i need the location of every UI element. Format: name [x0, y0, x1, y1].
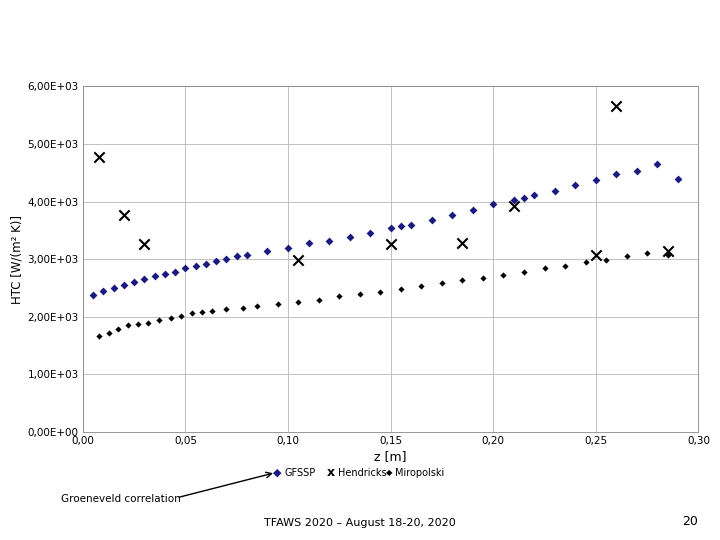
- GFSSP: [426, 215, 438, 224]
- Text: Miropolski: Miropolski: [395, 468, 444, 477]
- Text: Groeneveld correlation: Groeneveld correlation: [61, 495, 181, 504]
- GFSSP: [323, 237, 335, 245]
- GFSSP: [487, 200, 499, 209]
- Miropolski: [166, 314, 177, 322]
- GFSSP: [611, 170, 622, 178]
- GFSSP: [508, 196, 519, 205]
- GFSSP: [118, 281, 130, 289]
- Miropolski: [196, 307, 207, 316]
- Hendricks: [385, 240, 397, 248]
- Miropolski: [143, 318, 154, 327]
- Hendricks: [662, 247, 673, 255]
- Miropolski: [642, 248, 653, 257]
- Miropolski: [333, 292, 345, 300]
- GFSSP: [138, 275, 150, 284]
- Hendricks: [611, 102, 622, 110]
- GFSSP: [528, 191, 540, 200]
- Text: TFAWS 2020 – August 18-20, 2020: TFAWS 2020 – August 18-20, 2020: [264, 518, 456, 528]
- GFSSP: [190, 262, 202, 271]
- Hendricks: [456, 239, 468, 247]
- GFSSP: [231, 252, 243, 261]
- Miropolski: [498, 271, 509, 279]
- Text: 20: 20: [683, 515, 698, 528]
- GFSSP: [549, 186, 560, 195]
- GFSSP: [128, 278, 140, 287]
- Miropolski: [292, 298, 304, 306]
- Miropolski: [186, 309, 197, 318]
- Text: ◆: ◆: [273, 468, 282, 477]
- Y-axis label: HTC [W/(m² K)]: HTC [W/(m² K)]: [10, 215, 23, 303]
- GFSSP: [149, 272, 161, 281]
- GFSSP: [210, 256, 222, 265]
- Text: ◆: ◆: [385, 468, 392, 477]
- Miropolski: [104, 329, 115, 338]
- Miropolski: [237, 303, 248, 312]
- Miropolski: [112, 325, 123, 334]
- GFSSP: [97, 287, 109, 296]
- Miropolski: [477, 273, 489, 282]
- GFSSP: [405, 220, 417, 229]
- Miropolski: [415, 281, 427, 290]
- Miropolski: [436, 279, 448, 288]
- GFSSP: [631, 167, 643, 176]
- Hendricks: [118, 211, 130, 220]
- GFSSP: [220, 255, 232, 264]
- GFSSP: [169, 267, 181, 276]
- Miropolski: [132, 320, 144, 329]
- GFSSP: [385, 224, 397, 232]
- Hendricks: [292, 256, 304, 265]
- GFSSP: [467, 205, 479, 214]
- GFSSP: [180, 264, 192, 273]
- Miropolski: [176, 312, 187, 320]
- GFSSP: [241, 250, 253, 259]
- Miropolski: [621, 252, 632, 260]
- Miropolski: [600, 256, 612, 265]
- Hendricks: [508, 202, 519, 211]
- GFSSP: [344, 233, 356, 241]
- GFSSP: [282, 244, 294, 252]
- Miropolski: [580, 258, 591, 266]
- Miropolski: [374, 288, 386, 296]
- Miropolski: [272, 300, 284, 308]
- Miropolski: [207, 307, 218, 315]
- GFSSP: [87, 291, 99, 299]
- Miropolski: [662, 250, 673, 259]
- GFSSP: [672, 175, 683, 184]
- Hendricks: [138, 240, 150, 248]
- Text: GFSSP: GFSSP: [284, 468, 315, 477]
- Miropolski: [539, 264, 550, 273]
- GFSSP: [262, 246, 274, 255]
- Miropolski: [94, 332, 105, 341]
- GFSSP: [652, 160, 663, 168]
- Miropolski: [354, 290, 366, 299]
- GFSSP: [200, 260, 212, 268]
- GFSSP: [590, 176, 602, 184]
- Miropolski: [559, 261, 571, 270]
- Miropolski: [313, 295, 325, 304]
- Hendricks: [94, 152, 105, 161]
- Text: Hendricks: Hendricks: [338, 468, 387, 477]
- X-axis label: z [m]: z [m]: [374, 450, 407, 463]
- Miropolski: [251, 302, 263, 310]
- GFSSP: [446, 211, 458, 219]
- GFSSP: [395, 222, 407, 231]
- Miropolski: [395, 285, 407, 293]
- GFSSP: [302, 239, 314, 247]
- Text: x: x: [327, 466, 336, 479]
- GFSSP: [108, 284, 120, 292]
- Hendricks: [590, 250, 602, 259]
- Miropolski: [220, 305, 232, 314]
- Miropolski: [153, 315, 164, 324]
- GFSSP: [570, 180, 581, 189]
- Miropolski: [122, 321, 134, 330]
- Text: Preliminary Results:  LH$_2$ film boiling: Preliminary Results: LH$_2$ film boiling: [114, 18, 606, 46]
- Miropolski: [518, 267, 530, 276]
- GFSSP: [159, 270, 171, 279]
- GFSSP: [518, 194, 530, 202]
- GFSSP: [364, 229, 376, 238]
- Miropolski: [456, 275, 468, 284]
